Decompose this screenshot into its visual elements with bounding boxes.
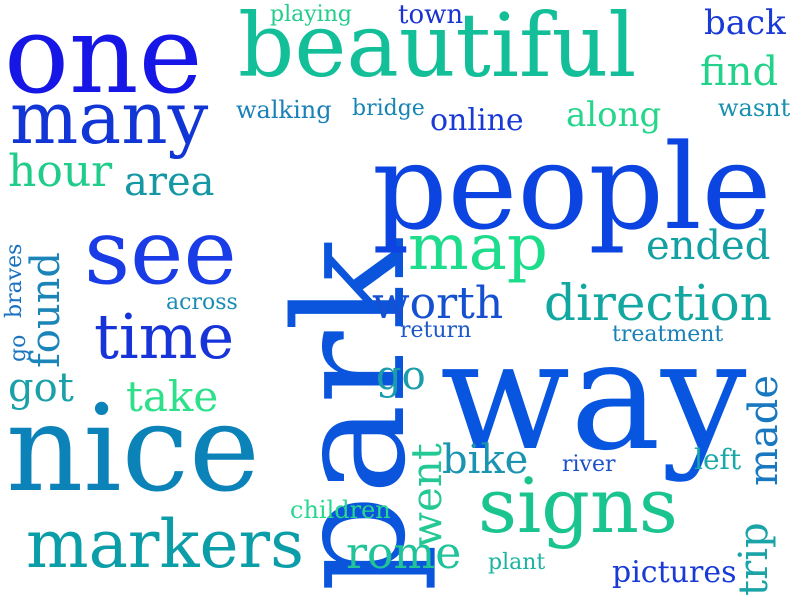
word-found: found bbox=[23, 251, 69, 368]
word-playing: playing bbox=[270, 2, 352, 27]
word-map: map bbox=[408, 211, 548, 285]
word-worth: worth bbox=[372, 278, 504, 329]
word-plant: plant bbox=[488, 550, 546, 575]
word-way: way bbox=[440, 307, 747, 484]
word-find: find bbox=[700, 49, 779, 95]
word-beautiful: beautiful bbox=[238, 0, 637, 97]
word-ended: ended bbox=[646, 223, 771, 269]
word-back: back bbox=[704, 3, 786, 43]
word-take: take bbox=[126, 372, 219, 421]
word-direction: direction bbox=[544, 274, 772, 332]
word-trip: trip bbox=[731, 522, 777, 596]
word-people: people bbox=[372, 118, 772, 256]
word-nice: nice bbox=[6, 380, 260, 519]
word-town: town bbox=[398, 0, 464, 30]
word-signs: signs bbox=[478, 461, 678, 550]
word-markers: markers bbox=[26, 506, 304, 583]
word-see: see bbox=[84, 200, 237, 305]
word-braves: braves bbox=[2, 243, 27, 318]
word-treatment: treatment bbox=[612, 322, 724, 347]
word-river: river bbox=[562, 452, 616, 477]
word-return: return bbox=[400, 318, 472, 343]
word-many: many bbox=[10, 76, 209, 160]
word-wasnt: wasnt bbox=[718, 94, 791, 122]
word-walking: walking bbox=[236, 96, 332, 124]
word-made: made bbox=[741, 374, 787, 486]
word-left: left bbox=[694, 443, 742, 476]
word-bridge: bridge bbox=[352, 96, 425, 121]
word-online: online bbox=[430, 103, 524, 138]
word-children: children bbox=[290, 496, 391, 524]
word-hour: hour bbox=[8, 146, 113, 197]
word-go: go bbox=[376, 353, 426, 399]
word-area: area bbox=[124, 159, 215, 205]
word-rome: rome bbox=[346, 528, 462, 579]
word-across: across bbox=[166, 290, 238, 315]
word-bike: bike bbox=[442, 437, 529, 483]
word-got: got bbox=[8, 365, 74, 411]
word-pictures: pictures bbox=[612, 555, 737, 590]
word-go-small: go bbox=[6, 334, 31, 362]
word-along: along bbox=[566, 95, 662, 135]
word-one: one bbox=[4, 0, 203, 118]
word-time: time bbox=[94, 300, 235, 373]
